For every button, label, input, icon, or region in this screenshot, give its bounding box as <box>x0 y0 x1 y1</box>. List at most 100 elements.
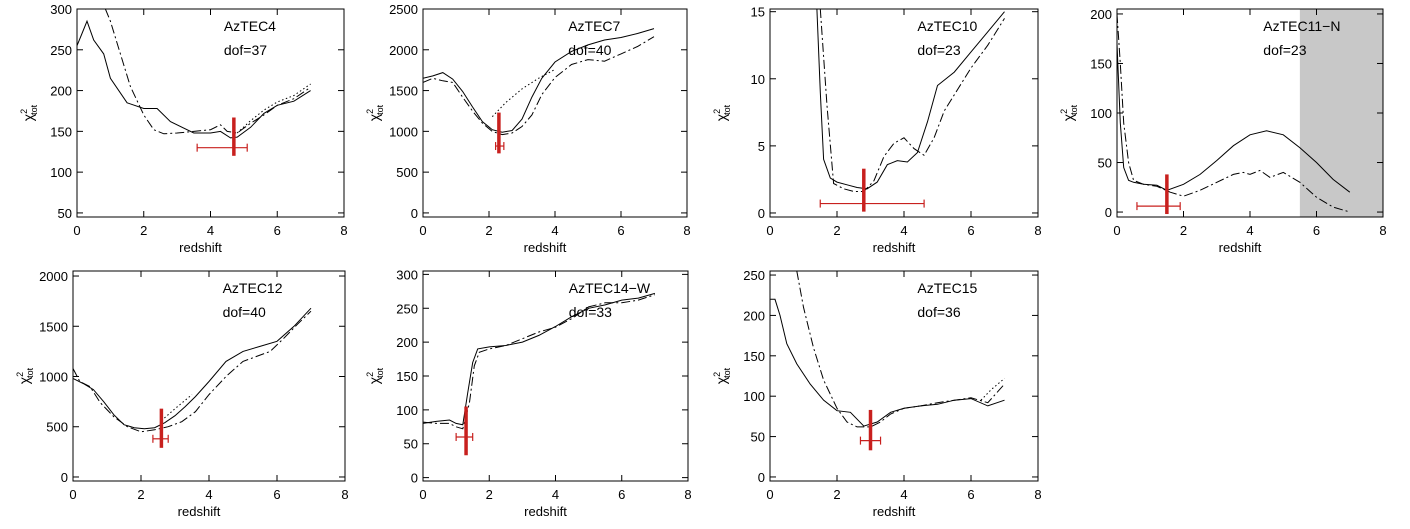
y-tick-label: 15 <box>751 5 765 20</box>
y-tick-label: 2000 <box>39 269 68 284</box>
panel-name: AzTEC7 <box>568 18 620 34</box>
x-tick-label: 0 <box>69 487 76 502</box>
series-line-dashdot <box>1117 13 1350 213</box>
y-tick-label: 200 <box>1090 7 1112 22</box>
y-tick-label: 150 <box>743 349 765 364</box>
x-tick-label: 2 <box>833 487 840 502</box>
dof-label: dof=23 <box>917 42 960 58</box>
plot-area <box>77 9 311 156</box>
series-line-solid <box>77 19 311 139</box>
plot-frame <box>76 8 345 218</box>
x-tick-label: 8 <box>1379 223 1386 238</box>
x-axis-label: redshift <box>873 240 916 255</box>
y-tick-label: 200 <box>396 335 418 350</box>
plot-area <box>770 271 1005 451</box>
plot-frame <box>422 270 689 482</box>
x-tick-label: 8 <box>340 223 347 238</box>
x-tick-label: 4 <box>900 487 907 502</box>
panel-name: AzTEC15 <box>917 280 977 296</box>
x-tick-label: 0 <box>766 487 773 502</box>
x-tick-label: 0 <box>73 223 80 238</box>
x-tick-label: 2 <box>1180 223 1187 238</box>
y-axis-label: χ2tot <box>15 367 35 384</box>
y-tick-label: 500 <box>46 420 68 435</box>
series-line-dashdot <box>104 9 311 135</box>
x-tick-label: 0 <box>766 223 773 238</box>
x-tick-label: 4 <box>900 223 907 238</box>
x-tick-label: 4 <box>207 223 214 238</box>
x-tick-label: 8 <box>684 487 691 502</box>
y-tick-label: 100 <box>396 403 418 418</box>
x-axis-label: redshift <box>178 504 221 519</box>
y-tick-label: 1500 <box>389 84 418 99</box>
x-axis-label: redshift <box>179 240 222 255</box>
y-tick-label: 0 <box>758 470 765 485</box>
x-tick-label: 6 <box>273 487 280 502</box>
series-line-dashdot <box>423 36 655 136</box>
x-tick-label: 4 <box>551 223 558 238</box>
panel-name: AzTEC14−W <box>569 280 651 296</box>
y-axis-label: χ2tot <box>1059 104 1079 121</box>
y-tick-label: 50 <box>58 206 72 221</box>
panel-name: AzTEC12 <box>223 280 283 296</box>
y-tick-label: 250 <box>396 301 418 316</box>
series-line-dashdot <box>819 9 1005 192</box>
series-line-dashdot <box>73 310 312 433</box>
x-tick-label: 4 <box>552 487 559 502</box>
plot-frame <box>769 8 1039 218</box>
panel-AzTEC7: 0 2 4 6 8 0 500 1000 1500 2000 2500 redshift χ2tot Az… <box>365 2 691 255</box>
shaded-region <box>1299 9 1383 217</box>
series-line-solid <box>816 9 1005 190</box>
panel-name: AzTEC4 <box>224 18 276 34</box>
panel-AzTEC15: 0 2 4 6 8 0 50 100 150 200 250 redshift χ2tot AzTEC15… <box>712 268 1042 519</box>
y-tick-label: 150 <box>50 124 72 139</box>
y-tick-label: 5 <box>758 139 765 154</box>
x-tick-label: 8 <box>683 223 690 238</box>
y-tick-label: 100 <box>743 389 765 404</box>
series-line-dotted <box>980 378 1005 401</box>
x-tick-label: 8 <box>341 487 348 502</box>
y-tick-label: 1000 <box>389 124 418 139</box>
x-tick-label: 0 <box>419 223 426 238</box>
x-tick-label: 8 <box>1034 487 1041 502</box>
panel-AzTEC14-W: 0 2 4 6 8 0 50 100 150 200 250 300 redshift χ2tot AzTE… <box>365 267 692 519</box>
x-tick-label: 2 <box>833 223 840 238</box>
panel-name: AzTEC10 <box>917 18 977 34</box>
x-tick-label: 6 <box>618 487 625 502</box>
plot-area <box>423 28 655 154</box>
y-tick-label: 300 <box>50 2 72 17</box>
dof-label: dof=40 <box>568 42 611 58</box>
y-tick-label: 0 <box>411 206 418 221</box>
panel-name: AzTEC11−N <box>1263 18 1340 34</box>
x-tick-label: 6 <box>617 223 624 238</box>
y-axis-label: χ2tot <box>19 104 39 121</box>
y-tick-label: 200 <box>743 308 765 323</box>
series-line-solid <box>770 298 1005 427</box>
y-axis-label: χ2tot <box>712 104 732 121</box>
series-line-dotted <box>161 394 193 422</box>
plot-frame <box>422 8 688 218</box>
x-tick-label: 0 <box>419 487 426 502</box>
x-tick-label: 8 <box>1034 223 1041 238</box>
y-tick-label: 200 <box>50 84 72 99</box>
y-tick-label: 2000 <box>389 43 418 58</box>
plot-frame <box>72 270 346 482</box>
plot-frame <box>769 270 1039 482</box>
y-tick-label: 10 <box>751 72 765 87</box>
series-line-solid <box>423 28 655 133</box>
x-tick-label: 0 <box>1113 223 1120 238</box>
x-tick-label: 6 <box>967 487 974 502</box>
dof-label: dof=33 <box>569 304 612 320</box>
x-tick-label: 2 <box>486 487 493 502</box>
x-axis-label: redshift <box>1219 240 1262 255</box>
panel-AzTEC10: 0 2 4 6 8 0 5 10 15 redshift χ2tot AzTEC10 dof=23 <box>712 5 1042 255</box>
dof-label: dof=23 <box>1263 42 1306 58</box>
plot-area <box>1117 13 1351 215</box>
y-tick-label: 0 <box>1105 205 1112 220</box>
x-tick-label: 4 <box>1246 223 1253 238</box>
series-line-solid <box>1117 43 1351 193</box>
dof-label: dof=40 <box>223 304 266 320</box>
y-tick-label: 100 <box>1090 106 1112 121</box>
dof-label: dof=36 <box>917 304 960 320</box>
